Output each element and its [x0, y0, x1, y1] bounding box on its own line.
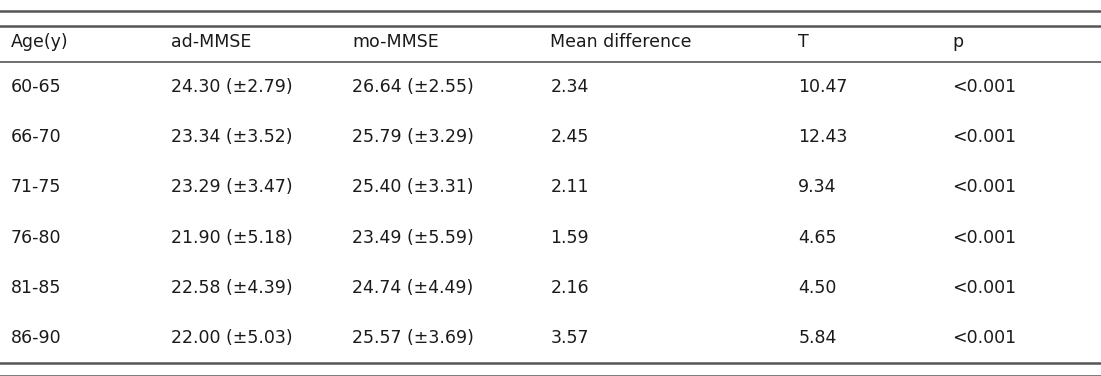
- Text: 25.79 (±3.29): 25.79 (±3.29): [352, 128, 475, 146]
- Text: 2.11: 2.11: [550, 178, 589, 196]
- Text: ad-MMSE: ad-MMSE: [171, 33, 251, 51]
- Text: 76-80: 76-80: [11, 229, 62, 247]
- Text: <0.001: <0.001: [952, 128, 1016, 146]
- Text: 71-75: 71-75: [11, 178, 62, 196]
- Text: 22.00 (±5.03): 22.00 (±5.03): [171, 329, 292, 347]
- Text: 24.74 (±4.49): 24.74 (±4.49): [352, 279, 473, 297]
- Text: mo-MMSE: mo-MMSE: [352, 33, 439, 51]
- Text: 22.58 (±4.39): 22.58 (±4.39): [171, 279, 292, 297]
- Text: Mean difference: Mean difference: [550, 33, 693, 51]
- Text: 3.57: 3.57: [550, 329, 589, 347]
- Text: 24.30 (±2.79): 24.30 (±2.79): [171, 78, 292, 96]
- Text: 81-85: 81-85: [11, 279, 62, 297]
- Text: 2.34: 2.34: [550, 78, 589, 96]
- Text: p: p: [952, 33, 963, 51]
- Text: 12.43: 12.43: [798, 128, 848, 146]
- Text: 66-70: 66-70: [11, 128, 62, 146]
- Text: 25.40 (±3.31): 25.40 (±3.31): [352, 178, 473, 196]
- Text: T: T: [798, 33, 809, 51]
- Text: <0.001: <0.001: [952, 178, 1016, 196]
- Text: <0.001: <0.001: [952, 329, 1016, 347]
- Text: 1.59: 1.59: [550, 229, 589, 247]
- Text: 10.47: 10.47: [798, 78, 848, 96]
- Text: 4.50: 4.50: [798, 279, 837, 297]
- Text: 25.57 (±3.69): 25.57 (±3.69): [352, 329, 475, 347]
- Text: 4.65: 4.65: [798, 229, 837, 247]
- Text: 5.84: 5.84: [798, 329, 837, 347]
- Text: 2.45: 2.45: [550, 128, 589, 146]
- Text: <0.001: <0.001: [952, 78, 1016, 96]
- Text: 23.49 (±5.59): 23.49 (±5.59): [352, 229, 475, 247]
- Text: <0.001: <0.001: [952, 279, 1016, 297]
- Text: 60-65: 60-65: [11, 78, 62, 96]
- Text: 26.64 (±2.55): 26.64 (±2.55): [352, 78, 475, 96]
- Text: 2.16: 2.16: [550, 279, 589, 297]
- Text: Age(y): Age(y): [11, 33, 68, 51]
- Text: 23.29 (±3.47): 23.29 (±3.47): [171, 178, 292, 196]
- Text: 21.90 (±5.18): 21.90 (±5.18): [171, 229, 293, 247]
- Text: 23.34 (±3.52): 23.34 (±3.52): [171, 128, 292, 146]
- Text: 86-90: 86-90: [11, 329, 62, 347]
- Text: <0.001: <0.001: [952, 229, 1016, 247]
- Text: 9.34: 9.34: [798, 178, 837, 196]
